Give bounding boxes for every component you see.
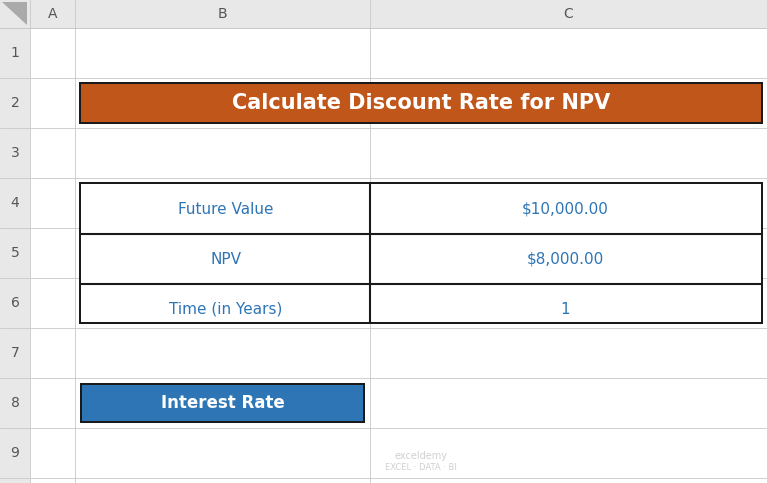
Text: 4: 4 xyxy=(11,196,19,210)
Text: Future Value: Future Value xyxy=(178,201,273,216)
Text: 2: 2 xyxy=(11,96,19,110)
Bar xyxy=(81,184,761,322)
Text: 1: 1 xyxy=(11,46,19,60)
Bar xyxy=(82,385,363,421)
Text: 3: 3 xyxy=(11,146,19,160)
Text: 1: 1 xyxy=(561,301,571,316)
Text: exceldemy: exceldemy xyxy=(394,451,447,461)
Bar xyxy=(0,0,767,28)
Text: Time (in Years): Time (in Years) xyxy=(169,301,282,316)
Bar xyxy=(0,0,30,483)
Text: 5: 5 xyxy=(11,246,19,260)
Bar xyxy=(81,84,761,122)
Text: EXCEL · DATA · BI: EXCEL · DATA · BI xyxy=(385,463,457,472)
Text: 8: 8 xyxy=(11,396,19,410)
Text: Calculate Discount Rate for NPV: Calculate Discount Rate for NPV xyxy=(232,93,610,113)
Text: A: A xyxy=(48,7,58,21)
Text: B: B xyxy=(218,7,227,21)
Text: Interest Rate: Interest Rate xyxy=(160,394,285,412)
Polygon shape xyxy=(2,2,27,25)
Text: 9: 9 xyxy=(11,446,19,460)
Bar xyxy=(79,182,763,324)
Text: 7: 7 xyxy=(11,346,19,360)
Text: 6: 6 xyxy=(11,296,19,310)
Bar xyxy=(80,383,365,423)
Text: $8,000.00: $8,000.00 xyxy=(527,252,604,267)
Text: NPV: NPV xyxy=(210,252,241,267)
Text: $10,000.00: $10,000.00 xyxy=(522,201,609,216)
Bar xyxy=(79,82,763,124)
Text: C: C xyxy=(564,7,574,21)
